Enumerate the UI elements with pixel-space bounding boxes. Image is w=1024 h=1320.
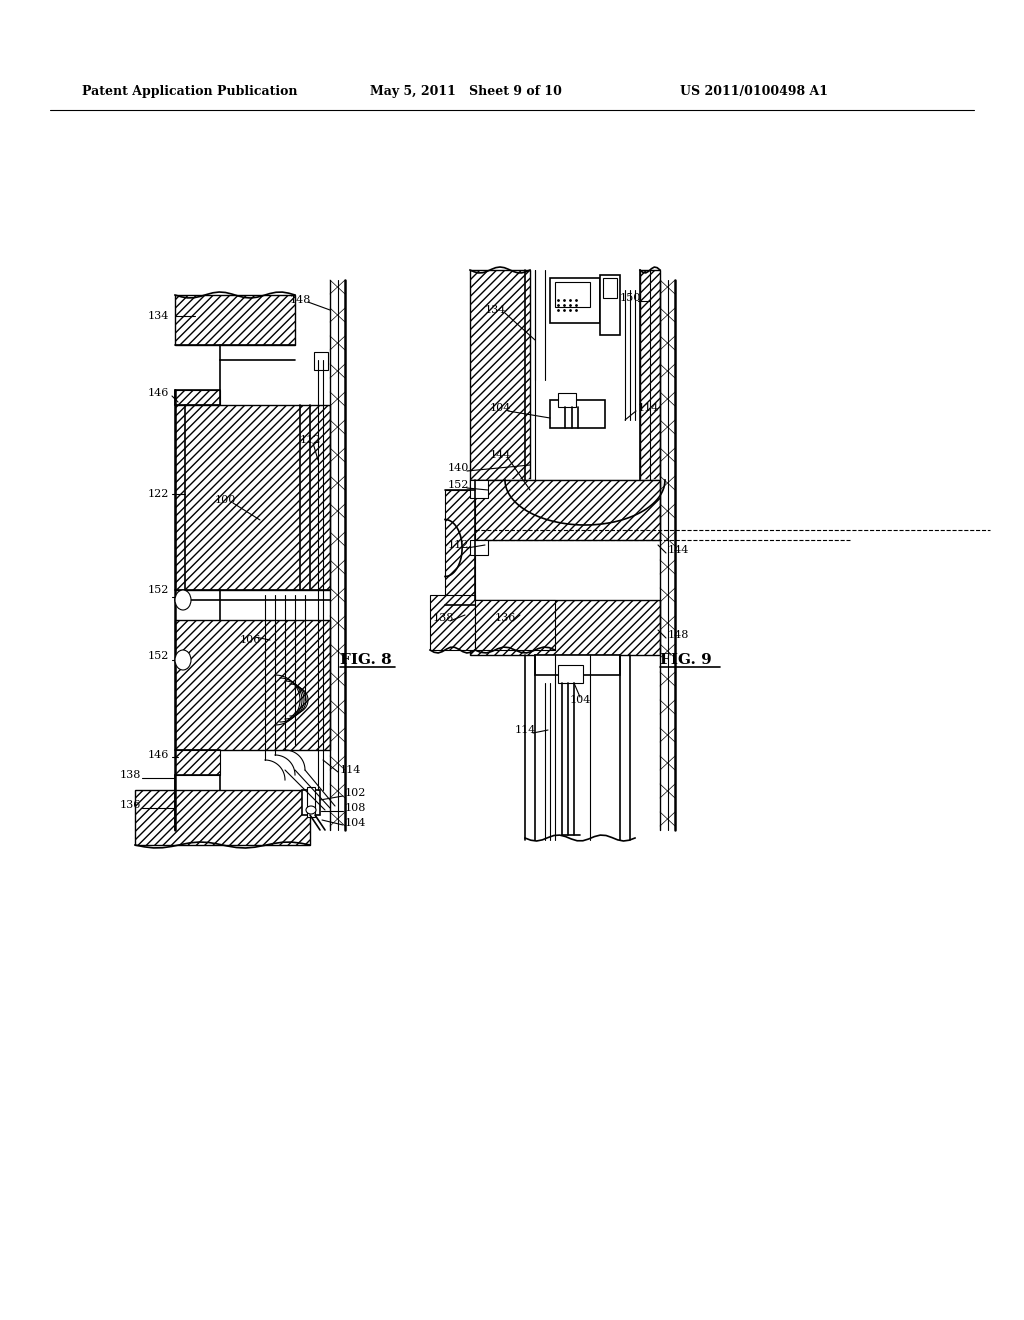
Bar — [470, 480, 488, 498]
Text: 152: 152 — [449, 480, 469, 490]
Bar — [470, 540, 488, 554]
Text: FIG. 9: FIG. 9 — [660, 653, 712, 667]
Bar — [470, 480, 660, 540]
Ellipse shape — [175, 649, 191, 671]
Bar — [470, 271, 530, 480]
Text: 144: 144 — [490, 450, 511, 459]
Text: 138: 138 — [120, 770, 141, 780]
Text: 112: 112 — [449, 540, 469, 550]
Bar — [600, 275, 620, 335]
Text: US 2011/0100498 A1: US 2011/0100498 A1 — [680, 86, 828, 99]
Text: 122: 122 — [148, 488, 169, 499]
Text: 134: 134 — [485, 305, 507, 315]
Text: 136: 136 — [120, 800, 141, 810]
Bar — [314, 352, 328, 370]
Bar — [535, 655, 620, 675]
Bar — [603, 279, 617, 298]
Bar — [640, 271, 660, 480]
Text: 102: 102 — [345, 788, 367, 799]
Text: 136: 136 — [495, 612, 516, 623]
Text: 106: 106 — [240, 635, 261, 645]
Ellipse shape — [175, 590, 191, 610]
Text: Patent Application Publication: Patent Application Publication — [82, 86, 298, 99]
Text: 108: 108 — [345, 803, 367, 813]
Text: 114: 114 — [340, 766, 361, 775]
Bar — [550, 400, 605, 428]
Text: 112: 112 — [300, 436, 322, 445]
Ellipse shape — [306, 807, 316, 814]
Bar — [555, 282, 590, 308]
Bar — [175, 294, 295, 345]
Text: 114: 114 — [515, 725, 537, 735]
Text: May 5, 2011   Sheet 9 of 10: May 5, 2011 Sheet 9 of 10 — [370, 86, 562, 99]
Bar — [430, 595, 475, 649]
Text: 114: 114 — [638, 403, 659, 413]
Bar — [307, 787, 315, 817]
Bar — [475, 601, 555, 649]
Bar — [175, 405, 330, 590]
Bar — [470, 601, 660, 655]
Text: 146: 146 — [148, 388, 169, 399]
Text: 138: 138 — [433, 612, 455, 623]
Text: 100: 100 — [215, 495, 237, 506]
Bar — [135, 789, 310, 845]
Bar — [445, 490, 475, 605]
Text: FIG. 8: FIG. 8 — [340, 653, 392, 667]
Text: 134: 134 — [148, 312, 169, 321]
Bar — [175, 389, 220, 405]
Text: 146: 146 — [148, 750, 169, 760]
Text: 148: 148 — [290, 294, 311, 305]
Polygon shape — [505, 480, 665, 525]
Bar — [558, 393, 575, 407]
Text: 140: 140 — [449, 463, 469, 473]
Text: 152: 152 — [148, 585, 169, 595]
Bar — [302, 789, 319, 814]
Bar — [175, 620, 330, 750]
Text: 144: 144 — [668, 545, 689, 554]
Text: 104: 104 — [490, 403, 511, 413]
Text: 148: 148 — [668, 630, 689, 640]
Text: 152: 152 — [148, 651, 169, 661]
Bar — [175, 750, 220, 775]
Bar — [558, 665, 583, 682]
Text: 104: 104 — [570, 696, 592, 705]
Bar — [550, 279, 600, 323]
Text: 150: 150 — [620, 293, 641, 304]
Text: 104: 104 — [345, 818, 367, 828]
